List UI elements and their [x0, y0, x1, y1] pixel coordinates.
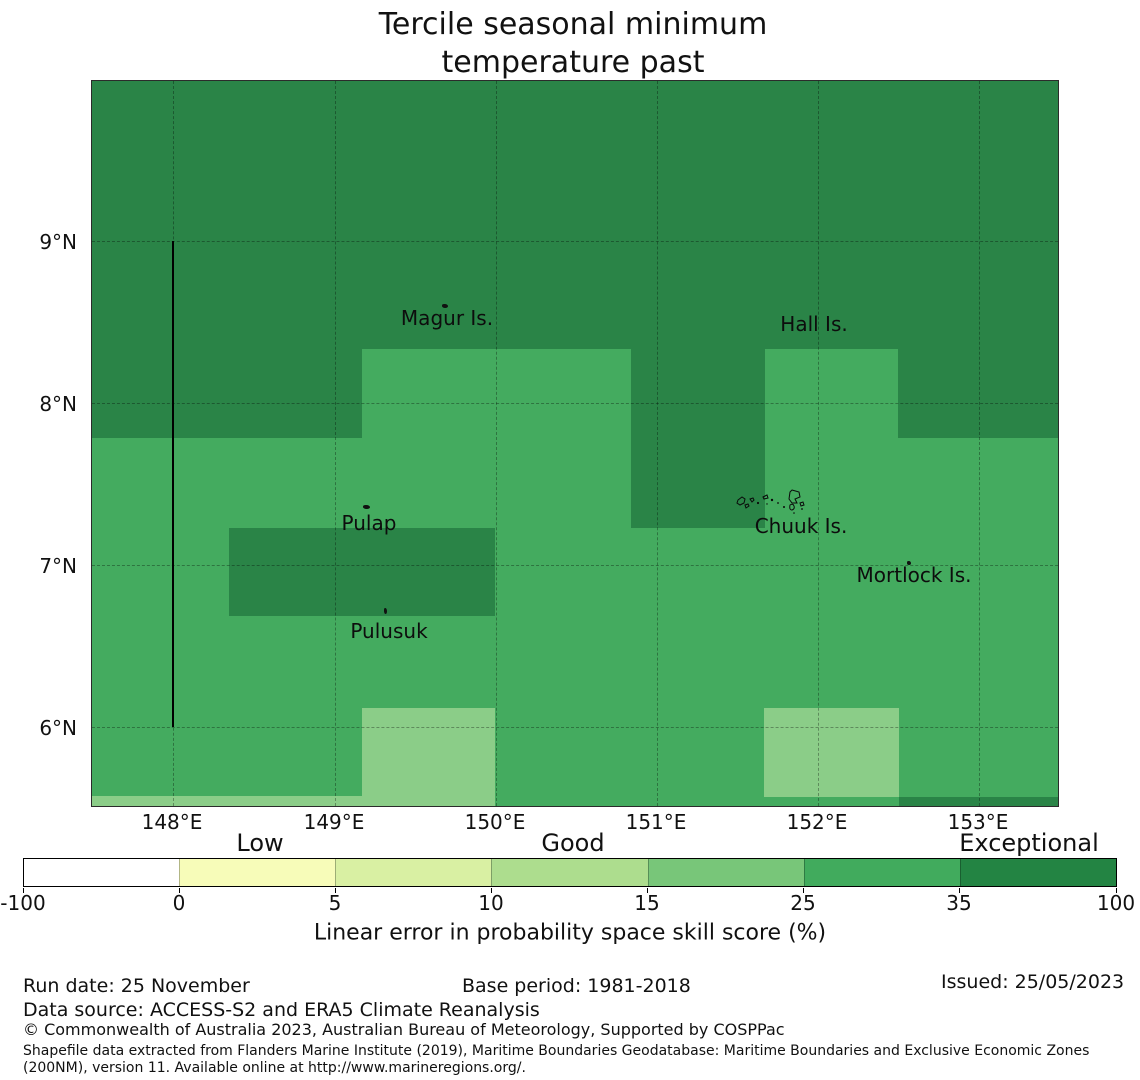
eez-boundary-line	[172, 241, 174, 727]
gridline-152e	[818, 81, 819, 806]
y-tick-8n: 8°N	[39, 392, 77, 416]
x-tick-151e: 151°E	[625, 810, 687, 834]
data-source-text: Data source: ACCESS-S2 and ERA5 Climate …	[23, 999, 540, 1021]
colorbar-tick-0: 0	[172, 891, 186, 915]
skill-cell-35-100	[899, 797, 1058, 806]
colorbar-category-low: Low	[236, 829, 284, 857]
skill-cell-35-100	[92, 81, 362, 438]
colorbar-tickmark	[179, 888, 180, 893]
colorbar-tick-10: 10	[478, 891, 504, 915]
colorbar-segment	[179, 859, 336, 886]
colorbar-segment	[24, 859, 180, 886]
colorbar-tickmark	[335, 888, 336, 893]
x-tick-152e: 152°E	[786, 810, 848, 834]
pulusuk-islet-mark	[384, 608, 387, 614]
colorbar-segment	[335, 859, 492, 886]
skill-cell-15-25	[764, 708, 899, 797]
x-tick-150e: 150°E	[464, 810, 526, 834]
skill-cell-35-100	[362, 81, 631, 349]
colorbar-segment	[491, 859, 648, 886]
gridline-7n	[92, 565, 1058, 566]
island-label-hall: Hall Is.	[780, 312, 848, 336]
gridline-6n	[92, 727, 1058, 728]
magur-islet-mark	[442, 304, 448, 308]
colorbar-category-exceptional: Exceptional	[959, 829, 1099, 857]
colorbar-tickmark	[803, 888, 804, 893]
colorbar-segment	[959, 859, 1116, 886]
map-panel: Magur Is. Hall Is. Pulap Chuuk Is. Pulus…	[91, 80, 1059, 807]
colorbar-tick-15: 15	[634, 891, 660, 915]
y-tick-7n: 7°N	[39, 554, 77, 578]
island-label-mortlock: Mortlock Is.	[856, 563, 972, 587]
chart-title-line1: Tercile seasonal minimum temperature pas…	[378, 7, 768, 80]
island-label-pulap: Pulap	[341, 511, 397, 535]
skill-cell-35-100-pulap	[229, 528, 495, 616]
colorbar-segment	[647, 859, 804, 886]
gridline-151e	[657, 81, 658, 806]
mortlock-islet-mark	[907, 561, 911, 565]
chuuk-islands-outline	[736, 489, 805, 514]
colorbar	[23, 858, 1117, 887]
colorbar-category-good: Good	[541, 829, 605, 857]
colorbar-tickmark	[1116, 888, 1117, 893]
colorbar-tick--100: -100	[0, 891, 46, 915]
gridline-9n	[92, 241, 1058, 242]
skill-cell-15-25	[362, 708, 495, 806]
colorbar-tickmark	[959, 888, 960, 893]
island-label-pulusuk: Pulusuk	[350, 619, 428, 643]
base-period-text: Base period: 1981-2018	[462, 975, 691, 997]
gridline-153e	[979, 81, 980, 806]
shapefile-note-text: Shapefile data extracted from Flanders M…	[23, 1043, 1090, 1076]
run-date-text: Run date: 25 November	[23, 975, 250, 997]
x-tick-149e: 149°E	[303, 810, 365, 834]
copyright-text: © Commonwealth of Australia 2023, Austra…	[23, 1020, 785, 1039]
island-label-chuuk: Chuuk Is.	[754, 514, 848, 538]
y-tick-9n: 9°N	[39, 230, 77, 254]
gridline-150e	[496, 81, 497, 806]
gridline-8n	[92, 403, 1058, 404]
colorbar-tick-35: 35	[946, 891, 972, 915]
x-tick-153e: 153°E	[947, 810, 1009, 834]
skill-cell-35-100	[765, 81, 898, 349]
colorbar-axis-label: Linear error in probability space skill …	[313, 920, 827, 946]
colorbar-tickmark	[491, 888, 492, 893]
colorbar-tick-5: 5	[328, 891, 342, 915]
colorbar-tickmark	[23, 888, 24, 893]
colorbar-segment	[803, 859, 960, 886]
colorbar-tickmark	[647, 888, 648, 893]
skill-cell-15-25	[92, 796, 362, 806]
gridline-149e	[335, 81, 336, 806]
pulap-islet-mark	[363, 505, 370, 509]
skill-cell-35-100	[631, 81, 765, 528]
issued-text: Issued: 25/05/2023	[941, 971, 1125, 993]
colorbar-tick-100: 100	[1096, 891, 1136, 915]
y-tick-6n: 6°N	[39, 716, 77, 740]
x-tick-148e: 148°E	[141, 810, 203, 834]
island-label-magur: Magur Is.	[400, 306, 494, 330]
colorbar-tick-25: 25	[790, 891, 816, 915]
skill-cell-35-100	[898, 81, 1058, 438]
